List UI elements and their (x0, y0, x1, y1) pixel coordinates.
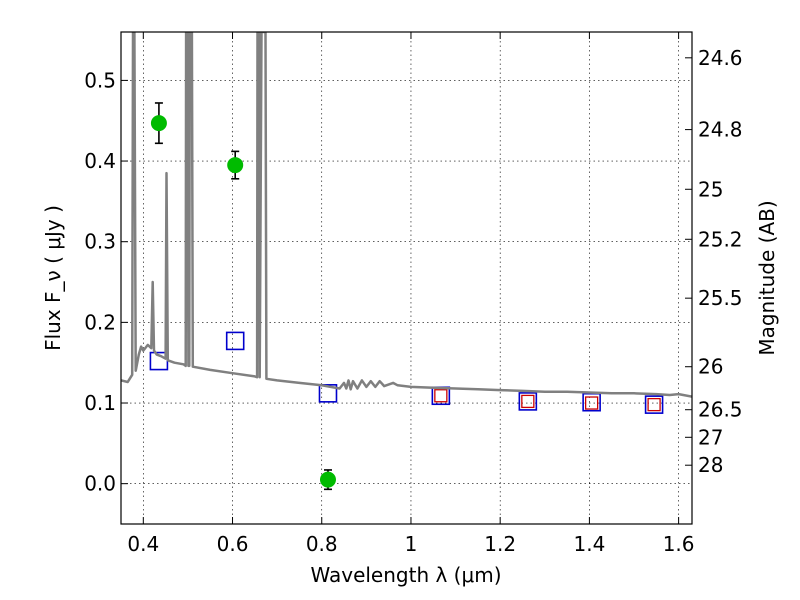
y-tick-label: 0.0 (84, 472, 116, 496)
y-tick-label: 0.1 (84, 391, 116, 415)
y-tick-label: 0.2 (84, 310, 116, 334)
model-flux-square (518, 392, 538, 411)
model-flux-square-small (521, 394, 535, 409)
observed-flux-point (227, 157, 244, 174)
model-flux-square-small (434, 389, 448, 403)
x-axis-label: Wavelength λ (μm) (310, 563, 501, 587)
model-flux-square-small (647, 397, 661, 412)
y-tick-label: 0.5 (84, 68, 116, 92)
x-tick-label: 1.6 (663, 532, 695, 556)
right-tick-label: 25 (698, 177, 723, 201)
x-tick-label: 1.2 (484, 532, 516, 556)
observed-flux-point (150, 115, 167, 132)
right-tick-label: 25.5 (698, 286, 743, 310)
x-tick-label: 0.4 (127, 532, 159, 556)
plot-frame (120, 31, 693, 525)
x-tick-label: 0.6 (217, 532, 249, 556)
observed-flux-point (319, 471, 336, 488)
right-axis-label: Magnitude (AB) (755, 200, 779, 355)
grid-lines (121, 32, 692, 524)
x-tick-label: 1.4 (573, 532, 605, 556)
y-axis-label: Flux F_ν ( μJy ) (41, 205, 65, 351)
model-flux-square (644, 395, 664, 414)
right-tick-label: 26 (698, 355, 723, 379)
y-tick-label: 0.3 (84, 230, 116, 254)
right-tick-label: 25.2 (698, 227, 743, 251)
right-tick-label: 24.6 (698, 46, 743, 70)
y-tick-label: 0.4 (84, 149, 116, 173)
right-tick-label: 27 (698, 425, 723, 449)
model-flux-square-small (584, 396, 599, 410)
right-tick-label: 28 (698, 453, 723, 477)
model-flux-square (318, 384, 338, 403)
model-spectrum-line (121, 32, 692, 398)
model-flux-square (225, 331, 245, 351)
data-layer (121, 32, 692, 491)
x-tick-label: 1 (405, 532, 418, 556)
ticks: 0.4 0.6 0.8 1 1.2 1.4 1.6 0.0 0.1 0.2 0.3 0.4 0.5 24.… (84, 32, 743, 556)
right-tick-label: 26.5 (698, 398, 743, 422)
right-tick-label: 24.8 (698, 118, 743, 142)
x-tick-label: 0.8 (306, 532, 338, 556)
